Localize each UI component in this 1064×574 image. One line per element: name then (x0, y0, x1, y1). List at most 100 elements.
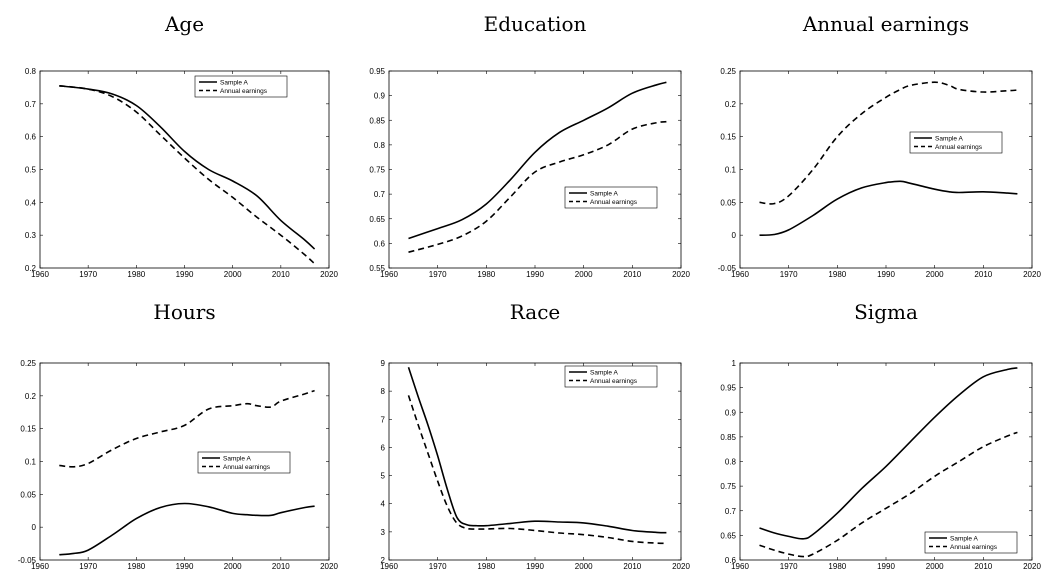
y-tick-label: 0.2 (25, 264, 37, 273)
x-tick-label: 2000 (575, 270, 593, 279)
x-tick-label: 2000 (575, 562, 593, 571)
x-tick-label: 2020 (672, 562, 690, 571)
legend-label: Sample A (220, 79, 248, 86)
chart-title: Annual earnings (802, 12, 969, 36)
y-tick-label: 0.8 (725, 458, 737, 467)
x-tick-label: 1990 (176, 562, 194, 571)
x-tick-label: 2010 (623, 270, 641, 279)
y-tick-label: 0.2 (725, 100, 737, 109)
x-tick-label: 2010 (272, 270, 290, 279)
chart-panel-5: Race1960 1970 1980 1990 2000 2010 202023456789… (380, 300, 690, 571)
y-tick-label: 2 (381, 556, 386, 565)
x-tick-label: 2000 (224, 270, 242, 279)
y-tick-label: 0.75 (720, 482, 736, 491)
series-line-sample-a (760, 368, 1018, 539)
y-tick-label: 7 (381, 415, 386, 424)
series-line-sample-a (409, 82, 667, 238)
y-tick-label: 0.7 (725, 507, 737, 516)
x-tick-label: 1980 (828, 270, 846, 279)
legend-label: Annual earnings (223, 464, 271, 471)
x-tick-label: 2020 (1023, 270, 1041, 279)
legend-label: Annual earnings (935, 144, 983, 151)
series-line-sample-a (760, 181, 1018, 235)
x-tick-label: 1990 (526, 270, 544, 279)
x-tick-label: 2020 (320, 562, 338, 571)
series-line-sample-a (59, 86, 314, 249)
x-tick-label: 1970 (79, 270, 97, 279)
chart-panel-2: Education 1960 1970 1980 1990 2000 2010 2020 0.5… (369, 12, 690, 279)
legend: Sample A Annual earnings (565, 366, 657, 387)
legend-label: Annual earnings (590, 378, 638, 385)
x-tick-label: 2010 (974, 270, 992, 279)
x-tick-label: 2020 (1023, 562, 1041, 571)
chart-title: Age (164, 12, 204, 36)
x-tick-label: 2020 (320, 270, 338, 279)
legend-label: Annual earnings (220, 88, 268, 95)
chart-title: Hours (153, 300, 215, 324)
y-tick-label: 0.4 (25, 198, 37, 207)
y-tick-label: 0.05 (720, 198, 736, 207)
y-tick-label: 5 (381, 472, 386, 481)
y-tick-label: 0.15 (720, 133, 736, 142)
legend: Sample A Annual earnings (910, 132, 1002, 153)
y-tick-label: 0.75 (369, 166, 385, 175)
x-tick-label: 2010 (623, 562, 641, 571)
x-tick-label: 1970 (429, 562, 447, 571)
x-tick-label: 1970 (429, 270, 447, 279)
x-tick-label: 2000 (224, 562, 242, 571)
legend: Sample A Annual earnings (198, 452, 290, 473)
chart-panel-6: Sigma 1960 1970 1980 1990 2000 2010 2020 0.6 0.65… (720, 300, 1041, 571)
legend-label: Sample A (950, 535, 978, 542)
legend-label: Annual earnings (590, 199, 638, 206)
chart-title: Sigma (854, 300, 918, 324)
x-tick-label: 2000 (926, 270, 944, 279)
x-tick-label: 1980 (828, 562, 846, 571)
y-tick-label: 0.6 (725, 556, 737, 565)
x-tick-label: 1990 (877, 562, 895, 571)
y-tick-label: 1 (732, 359, 737, 368)
legend: Sample A Annual earnings (565, 187, 657, 208)
x-tick-label: 1970 (780, 562, 798, 571)
y-tick-label: 3 (381, 528, 386, 537)
x-tick-label: 1990 (526, 562, 544, 571)
y-tick-label: 0.85 (369, 116, 385, 125)
y-tick-label: 9 (381, 359, 386, 368)
y-tick-label: -0.05 (718, 264, 737, 273)
y-tick-label: 0.25 (20, 359, 36, 368)
x-tick-label: 1980 (127, 270, 145, 279)
legend: Sample A Annual earnings (195, 76, 287, 97)
legend-label: Sample A (590, 190, 618, 197)
y-tick-label: -0.05 (18, 556, 37, 565)
y-tick-label: 0.2 (25, 392, 37, 401)
y-tick-label: 0.3 (25, 231, 37, 240)
x-tick-label: 1980 (477, 270, 495, 279)
y-tick-label: 0.7 (25, 100, 37, 109)
y-tick-label: 0.7 (374, 190, 386, 199)
y-tick-label: 0 (32, 523, 37, 532)
x-tick-label: 1990 (877, 270, 895, 279)
legend-label: Sample A (590, 369, 618, 376)
y-tick-label: 6 (381, 443, 386, 452)
legend-label: Sample A (935, 135, 963, 142)
y-tick-label: 0.95 (369, 67, 385, 76)
series-line-sample-a (59, 503, 314, 554)
y-tick-label: 0.9 (725, 408, 737, 417)
y-tick-label: 0.9 (374, 92, 386, 101)
y-tick-label: 4 (381, 500, 386, 509)
y-tick-label: 0.6 (374, 239, 386, 248)
y-tick-label: 0.65 (369, 215, 385, 224)
x-tick-label: 1970 (79, 562, 97, 571)
y-tick-label: 0.85 (720, 433, 736, 442)
y-tick-label: 0.15 (20, 425, 36, 434)
plot-frame (740, 71, 1032, 268)
y-tick-label: 0.8 (374, 141, 386, 150)
x-tick-label: 1980 (127, 562, 145, 571)
x-tick-label: 1970 (780, 270, 798, 279)
y-tick-label: 0.95 (720, 384, 736, 393)
chart-title: Race (510, 300, 560, 324)
legend-label: Annual earnings (950, 544, 998, 551)
y-tick-label: 0.25 (720, 67, 736, 76)
chart-panel-4: Hours 1960 1970 1980 1990 2000 2010 2020 -0.05 0 0… (18, 300, 339, 571)
y-tick-label: 0.65 (720, 531, 736, 540)
